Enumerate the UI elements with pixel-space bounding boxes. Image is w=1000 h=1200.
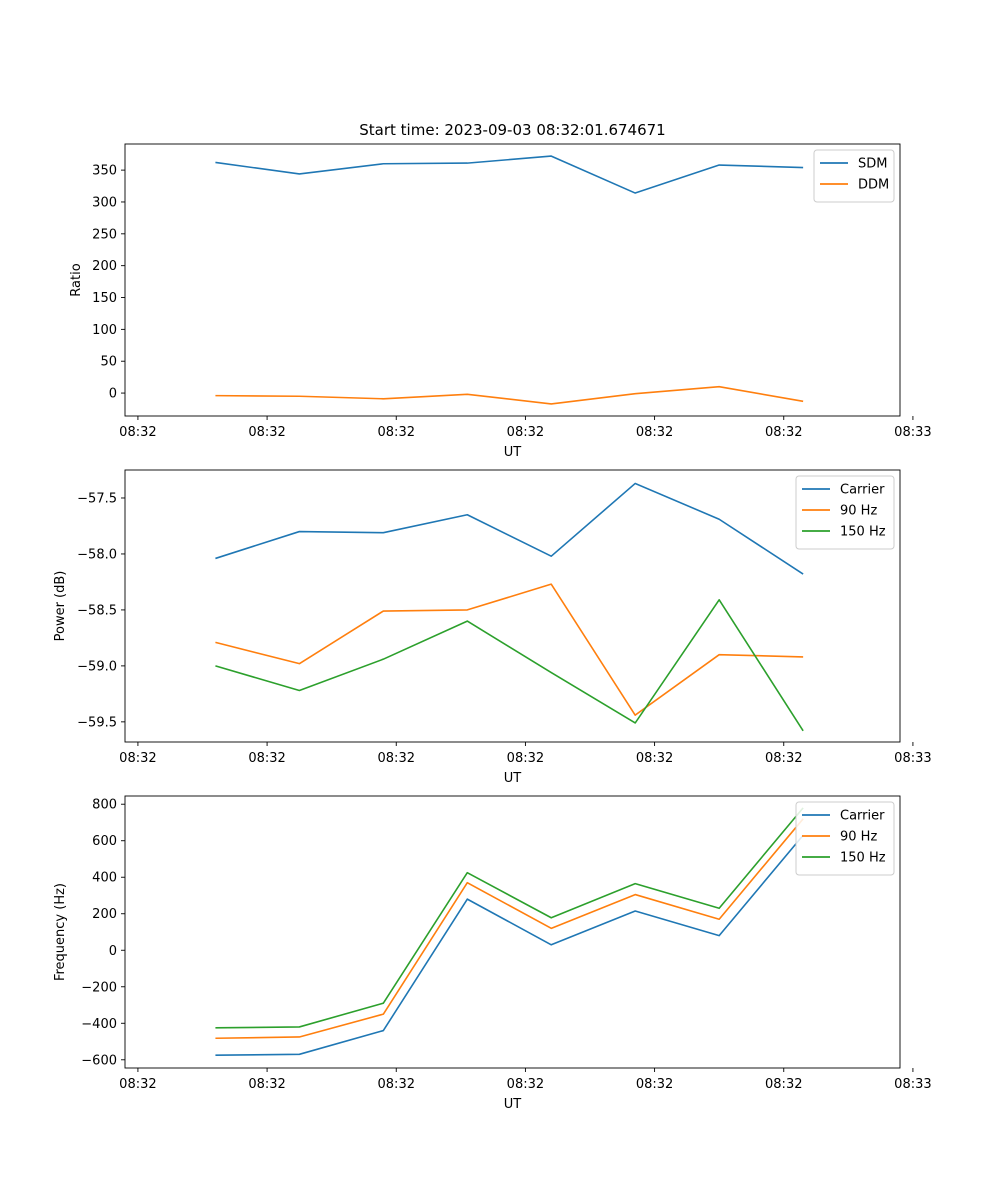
x-tick-label: 08:32 bbox=[507, 1077, 544, 1092]
series-line-carrier bbox=[215, 482, 804, 575]
y-tick-label: 150 bbox=[92, 291, 117, 306]
y-tick-label: −600 bbox=[81, 1053, 117, 1068]
x-tick-label: 08:32 bbox=[119, 751, 156, 766]
x-tick-label: 08:32 bbox=[636, 751, 673, 766]
series-line-90-hz bbox=[215, 583, 804, 716]
legend-label: SDM bbox=[858, 157, 887, 172]
y-tick-label: 350 bbox=[92, 164, 117, 179]
chart-panel-2: 08:32 08:32 08:32 08:32 08:32 08:32 08:33 −59.5… bbox=[53, 469, 932, 786]
x-tick-label: 08:32 bbox=[119, 425, 156, 440]
y-tick-label: 250 bbox=[92, 227, 117, 242]
y-tick-label: 0 bbox=[109, 944, 117, 959]
x-tick-label: 08:32 bbox=[636, 425, 673, 440]
chart-panel-1: 08:32 08:32 08:32 08:32 08:32 08:32 08:33 0 50 10… bbox=[69, 121, 932, 460]
y-tick-label: 200 bbox=[92, 907, 117, 922]
x-tick-label: 08:32 bbox=[378, 751, 415, 766]
x-tick-label: 08:32 bbox=[378, 425, 415, 440]
legend-label: 90 Hz bbox=[840, 830, 877, 845]
legend-label: DDM bbox=[858, 178, 889, 193]
y-tick-label: 300 bbox=[92, 195, 117, 210]
legend: SDM DDM bbox=[813, 149, 895, 203]
y-tick-label: −58.5 bbox=[77, 603, 117, 618]
series-line-150-hz bbox=[215, 599, 804, 732]
y-tick-label: 200 bbox=[92, 259, 117, 274]
legend-label: 150 Hz bbox=[840, 851, 886, 866]
plot-frame bbox=[124, 469, 901, 743]
y-tick-label: −57.5 bbox=[77, 491, 117, 506]
y-tick-label: −200 bbox=[81, 980, 117, 995]
x-tick-label: 08:32 bbox=[248, 1077, 285, 1092]
y-axis-label: Frequency (Hz) bbox=[53, 883, 68, 981]
legend-label: 90 Hz bbox=[840, 504, 877, 519]
x-axis-label: UT bbox=[504, 771, 522, 786]
plot-frame bbox=[124, 143, 901, 417]
y-tick-label: −400 bbox=[81, 1017, 117, 1032]
x-tick-label: 08:32 bbox=[507, 425, 544, 440]
x-tick-label: 08:32 bbox=[378, 1077, 415, 1092]
y-tick-label: −58.0 bbox=[77, 547, 117, 562]
y-tick-label: 0 bbox=[109, 387, 117, 402]
x-tick-label: 08:33 bbox=[894, 1077, 931, 1092]
series-line-sdm bbox=[215, 155, 804, 194]
y-tick-label: 400 bbox=[92, 871, 117, 886]
series-line-carrier bbox=[215, 834, 804, 1057]
legend-label: Carrier bbox=[840, 483, 885, 498]
y-tick-label: 100 bbox=[92, 323, 117, 338]
y-tick-label: −59.0 bbox=[77, 659, 117, 674]
y-axis-label: Power (dB) bbox=[53, 571, 68, 642]
series-line-150-hz bbox=[215, 807, 804, 1029]
chart-panel-3: 08:32 08:32 08:32 08:32 08:32 08:32 08:33 −600 −… bbox=[53, 795, 932, 1112]
x-tick-label: 08:32 bbox=[765, 751, 802, 766]
x-axis-label: UT bbox=[504, 445, 522, 460]
x-tick-label: 08:32 bbox=[507, 751, 544, 766]
x-axis-label: UT bbox=[504, 1097, 522, 1112]
legend-label: Carrier bbox=[840, 809, 885, 824]
y-tick-label: −59.5 bbox=[77, 715, 117, 730]
chart-title: Start time: 2023-09-03 08:32:01.674671 bbox=[359, 121, 665, 139]
x-tick-label: 08:32 bbox=[119, 1077, 156, 1092]
x-tick-label: 08:32 bbox=[765, 425, 802, 440]
x-tick-label: 08:32 bbox=[765, 1077, 802, 1092]
legend-label: 150 Hz bbox=[840, 525, 886, 540]
y-axis-label: Ratio bbox=[69, 263, 84, 296]
x-tick-label: 08:32 bbox=[248, 751, 285, 766]
x-tick-label: 08:32 bbox=[636, 1077, 673, 1092]
x-tick-label: 08:33 bbox=[894, 751, 931, 766]
y-tick-label: 600 bbox=[92, 834, 117, 849]
legend: Carrier 90 Hz 150 Hz bbox=[795, 475, 895, 550]
series-line-ddm bbox=[215, 385, 804, 405]
y-tick-label: 800 bbox=[92, 798, 117, 813]
x-tick-label: 08:33 bbox=[894, 425, 931, 440]
x-tick-label: 08:32 bbox=[248, 425, 285, 440]
series-line-90-hz bbox=[215, 818, 804, 1040]
y-tick-label: 50 bbox=[100, 355, 117, 370]
plot-frame bbox=[124, 795, 901, 1069]
legend: Carrier 90 Hz 150 Hz bbox=[795, 801, 895, 876]
